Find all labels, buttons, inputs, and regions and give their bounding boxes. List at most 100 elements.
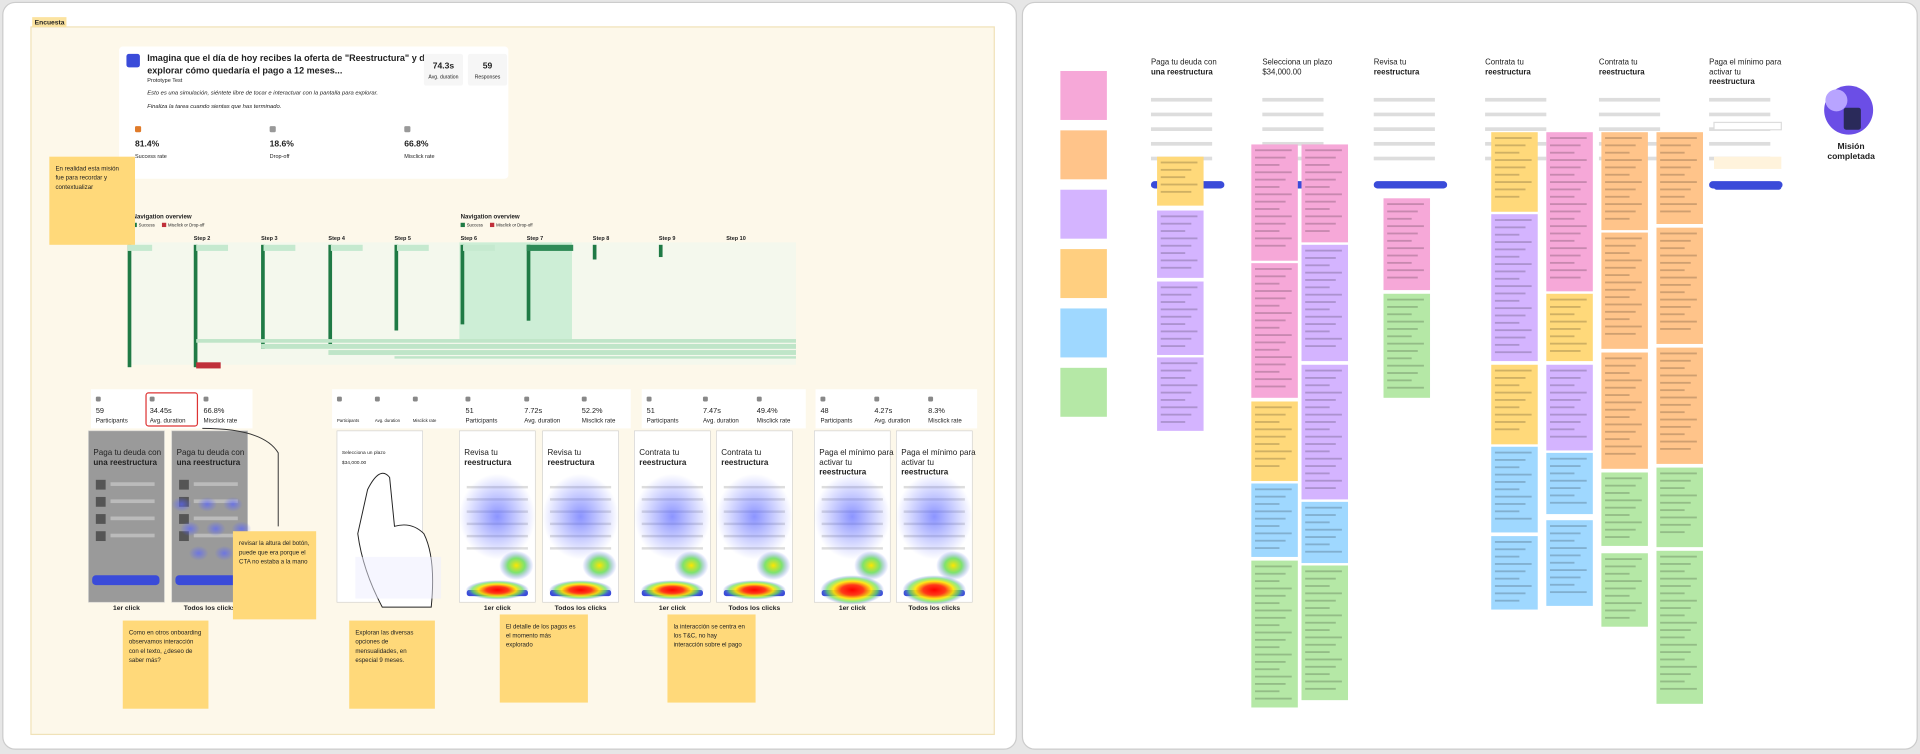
summary-title: Imagina que el día de hoy recibes la ofe… <box>147 53 450 63</box>
text-line <box>1254 624 1280 627</box>
text-line <box>1254 488 1292 491</box>
text-line <box>110 499 155 504</box>
text-line <box>1254 660 1286 663</box>
text-line <box>1549 151 1575 154</box>
step-label: Step 2 <box>194 236 211 242</box>
text-line <box>1305 585 1330 587</box>
text-line <box>1494 173 1520 176</box>
text-line <box>1387 313 1412 316</box>
summary-subtitle: Prototype Test <box>147 78 183 84</box>
text-line <box>1305 643 1336 646</box>
text-line <box>1305 673 1330 676</box>
stat-label: Misclick rate <box>582 418 616 425</box>
sticky-note <box>1601 232 1648 349</box>
phone-title: activar tu <box>819 458 852 467</box>
text-line <box>1605 274 1630 277</box>
text-line <box>1305 577 1336 580</box>
text-line <box>1549 203 1587 206</box>
text-line <box>1387 225 1424 228</box>
sticky-note <box>122 620 209 709</box>
text-line <box>1549 457 1587 460</box>
sticky-note <box>1656 132 1703 224</box>
heat-warm <box>499 550 534 581</box>
sticky-note <box>1601 132 1648 231</box>
text-line <box>1305 592 1342 595</box>
text-line <box>1605 452 1636 455</box>
text-line <box>1494 488 1520 491</box>
heat-cool <box>188 545 209 561</box>
text-line <box>1549 210 1581 213</box>
text-line <box>1494 137 1532 139</box>
text-line <box>1660 137 1697 139</box>
text-line <box>1660 592 1685 595</box>
heat-cool <box>180 521 200 537</box>
text-line <box>1305 599 1336 602</box>
sticky-note <box>1491 364 1538 445</box>
text-line <box>1549 335 1575 338</box>
text-line <box>1605 609 1636 612</box>
text-line <box>1660 247 1685 250</box>
text-line <box>1605 195 1630 198</box>
text-line <box>1660 374 1697 377</box>
text-line <box>1494 570 1526 573</box>
text-line <box>1160 244 1192 247</box>
text-line <box>1494 503 1526 505</box>
text-line <box>1660 418 1697 421</box>
text-line <box>1549 239 1575 242</box>
sticky-note <box>499 614 588 703</box>
phone-title: una reestructura <box>93 458 157 467</box>
text-line <box>1660 203 1697 206</box>
text-line <box>1305 506 1342 509</box>
text-line <box>1305 457 1342 460</box>
sticky-note <box>1656 550 1703 704</box>
text-line <box>1254 304 1280 307</box>
text-line <box>1494 226 1526 229</box>
persona-tag <box>1060 308 1107 358</box>
stat-icon <box>203 396 209 402</box>
step-label: Step 4 <box>328 236 345 242</box>
stat-value: 51 <box>647 406 655 415</box>
text-line <box>1485 97 1547 102</box>
note-text: saber más? <box>129 657 162 664</box>
text-line <box>1605 558 1642 560</box>
note-text: En realidad esta misión <box>55 166 119 173</box>
text-line <box>1254 594 1286 597</box>
heat-cool <box>171 496 192 512</box>
list-icon <box>95 496 106 507</box>
text-line <box>1305 315 1342 318</box>
text-line <box>1485 127 1547 131</box>
text-line <box>1605 296 1630 299</box>
metric-value: 18.6% <box>270 139 295 149</box>
text-line <box>1549 298 1587 301</box>
nav-tag <box>463 244 495 251</box>
text-line <box>1305 171 1342 174</box>
text-line <box>1150 127 1213 131</box>
text-line <box>1660 472 1697 475</box>
text-line <box>1254 186 1280 188</box>
text-line <box>1549 254 1581 257</box>
text-line <box>1305 614 1342 617</box>
text-line <box>1305 208 1330 210</box>
stat-icon <box>820 396 826 402</box>
text-line <box>1254 450 1292 453</box>
text-line <box>1305 472 1330 475</box>
stat-icon <box>465 396 471 402</box>
text-line <box>1160 406 1198 409</box>
text-line <box>1660 501 1691 504</box>
text-line <box>1254 572 1286 575</box>
text-line <box>1660 447 1691 450</box>
summary-card <box>119 46 509 179</box>
text-line <box>1660 306 1691 308</box>
text-line <box>1387 350 1418 352</box>
sticky-note <box>1656 347 1703 464</box>
text-line <box>1494 384 1520 387</box>
phone-title: reestructura <box>901 468 949 477</box>
nav-tag <box>263 244 296 251</box>
text-line <box>1160 330 1198 333</box>
frame-label: Encuesta <box>35 19 65 26</box>
stat-label: Avg. duration <box>428 74 458 80</box>
stat-label: Participants <box>647 418 679 425</box>
text-line <box>1305 156 1336 159</box>
text-line <box>1254 609 1292 612</box>
sticky-note <box>1157 357 1204 431</box>
